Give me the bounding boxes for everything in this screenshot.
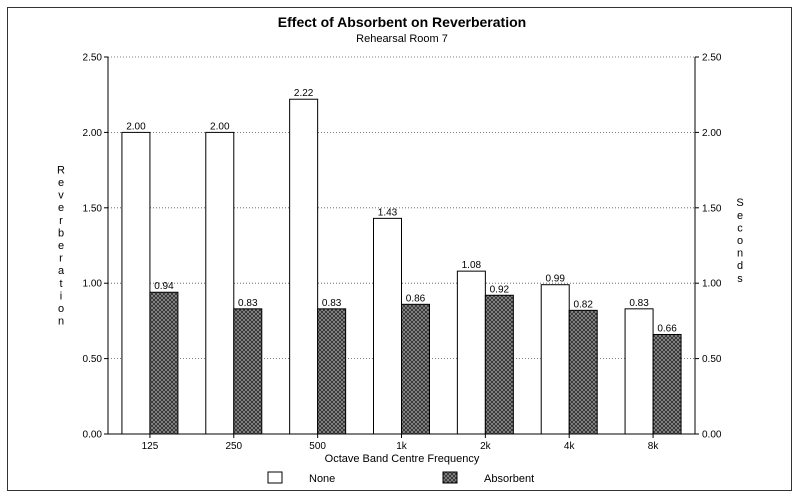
data-labels: 2.00 0.94 2.00 0.83 2.22 0.83 1.43 0.86 1.08 0.92… <box>126 88 677 334</box>
y-axis-label-left-char: r <box>59 253 63 265</box>
data-label-none: 2.22 <box>294 88 314 99</box>
x-tick-label: 125 <box>142 441 159 452</box>
data-label-absorbent: 0.82 <box>573 299 593 310</box>
bar-absorbent <box>317 308 347 435</box>
y-axis-label-left-char: e <box>58 202 64 214</box>
y-axis-label-left-char: b <box>58 227 64 239</box>
y-tick-label-left: 0.00 <box>83 430 103 441</box>
y-tick-label-right: 1.50 <box>702 203 722 214</box>
y-tick-label-right: 2.50 <box>702 53 722 64</box>
y-tick-label-left: 2.00 <box>83 128 103 139</box>
legend-label-none: None <box>309 473 335 485</box>
data-label-none: 0.99 <box>545 274 565 285</box>
legend: None Absorbent <box>267 471 534 485</box>
y-tick-label-right: 2.00 <box>702 128 722 139</box>
x-tick-label: 2k <box>480 441 492 452</box>
y-tick-label-left: 0.50 <box>83 354 103 365</box>
y-axis-label-right-char: c <box>737 222 743 234</box>
y-axis-label-left-char: o <box>58 303 64 315</box>
chart-subtitle: Rehearsal Room 7 <box>356 33 448 45</box>
x-tick-label: 4k <box>564 441 576 452</box>
y-tick-label-right: 0.50 <box>702 354 722 365</box>
y-tick-label-left: 1.50 <box>83 203 103 214</box>
bar-absorbent <box>484 294 514 435</box>
axes <box>104 56 699 438</box>
bar-absorbent <box>149 291 179 435</box>
data-label-absorbent: 0.86 <box>406 293 426 304</box>
bars <box>121 98 682 435</box>
y-axis-label-left: Reverberation <box>57 164 65 327</box>
tick-labels: 0.00 0.000.50 0.501.00 1.001.50 1.502.00 2.00… <box>83 53 722 453</box>
bar-none <box>289 98 319 435</box>
data-label-none: 1.08 <box>462 260 482 271</box>
x-tick-label: 250 <box>225 441 242 452</box>
data-label-absorbent: 0.83 <box>322 298 342 309</box>
data-label-absorbent: 0.94 <box>154 281 174 292</box>
y-axis-label-right-char: n <box>737 248 743 260</box>
x-tick-label: 500 <box>309 441 326 452</box>
bar-none <box>373 217 402 435</box>
y-axis-label-right-char: d <box>737 260 743 272</box>
data-label-none: 2.00 <box>126 121 146 132</box>
y-tick-label-left: 2.50 <box>83 53 103 64</box>
y-axis-label-left-char: i <box>60 290 62 302</box>
bar-absorbent <box>652 333 682 435</box>
data-label-absorbent: 0.92 <box>490 284 510 295</box>
data-label-none: 2.00 <box>210 121 230 132</box>
y-axis-label-right-char: s <box>737 273 743 285</box>
x-tick-label: 8k <box>648 441 660 452</box>
bar-absorbent <box>568 309 598 435</box>
chart-title: Effect of Absorbent on Reverberation <box>278 14 526 30</box>
data-label-absorbent: 0.83 <box>238 298 258 309</box>
bar-none <box>456 270 486 435</box>
data-label-absorbent: 0.66 <box>657 323 677 334</box>
y-axis-label-left-char: a <box>58 265 65 277</box>
chart-frame <box>7 7 792 491</box>
y-axis-label-left-char: r <box>59 215 63 227</box>
bar-none <box>205 131 235 435</box>
bar-none <box>121 131 151 435</box>
y-axis-label-left-char: e <box>58 240 64 252</box>
y-axis-label-right-char: e <box>737 210 743 222</box>
y-axis-label-left-char: e <box>58 177 64 189</box>
legend-label-absorbent: Absorbent <box>484 473 534 485</box>
data-label-none: 0.83 <box>629 298 649 309</box>
x-tick-label: 1k <box>396 441 408 452</box>
legend-swatch-absorbent <box>442 471 458 484</box>
x-axis-label: Octave Band Centre Frequency <box>325 453 480 465</box>
y-axis-label-right-char: S <box>736 197 743 209</box>
bar-absorbent <box>401 303 430 435</box>
y-axis-label-left-char: t <box>59 278 62 290</box>
bar-none <box>540 284 570 435</box>
bar-none <box>624 308 654 435</box>
y-tick-label-right: 1.00 <box>702 279 722 290</box>
y-axis-label-left-char: v <box>58 190 64 202</box>
y-axis-label-left-char: R <box>57 164 65 176</box>
y-axis-label-right-char: o <box>737 235 743 247</box>
y-tick-label-left: 1.00 <box>83 279 103 290</box>
bar-absorbent <box>233 308 263 435</box>
y-tick-label-right: 0.00 <box>702 430 722 441</box>
y-axis-label-left-char: n <box>58 316 64 328</box>
legend-swatch-none <box>267 471 283 484</box>
data-label-none: 1.43 <box>378 207 398 218</box>
